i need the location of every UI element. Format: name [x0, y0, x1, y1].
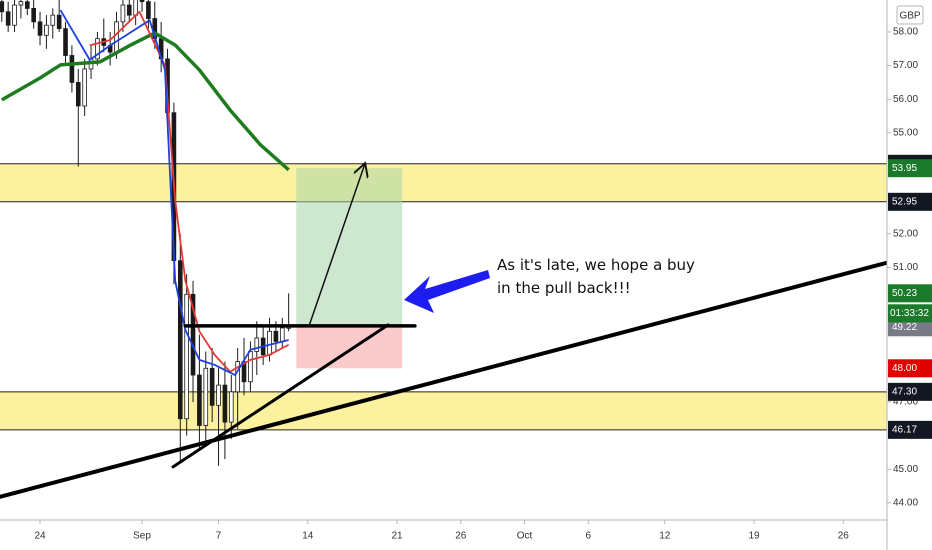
- y-tick-label: 44.00: [893, 497, 918, 508]
- candle-body: [146, 1, 151, 19]
- candle-body: [50, 14, 56, 26]
- candle-body: [222, 384, 228, 423]
- candle-body: [177, 260, 183, 420]
- candle-body: [209, 367, 215, 406]
- y-tick-label: 51.00: [893, 262, 918, 273]
- price-label-box: [888, 420, 932, 439]
- candle-body: [31, 8, 36, 23]
- candle-body: [82, 68, 87, 107]
- x-tick-label: 26: [455, 531, 467, 542]
- annotation: As it's late, we hope a buy in the pull …: [497, 254, 695, 300]
- y-tick-label: 57.00: [893, 60, 918, 71]
- candle-body: [248, 351, 253, 383]
- y-tick-label: 56.00: [893, 94, 918, 105]
- zone: [0, 391, 887, 430]
- candle-body: [197, 374, 202, 426]
- x-tick-label: Sep: [133, 531, 151, 542]
- countdown: 01:33:32: [890, 308, 929, 319]
- x-tick-label: 24: [34, 531, 46, 542]
- y-tick-label: 52.00: [893, 228, 918, 239]
- candle-body: [203, 367, 209, 426]
- candle-body: [44, 24, 49, 36]
- candle-body: [5, 11, 11, 26]
- trendline: [0, 260, 887, 499]
- x-tick-label: 26: [838, 531, 850, 542]
- price-label: 48.00: [892, 363, 917, 374]
- plot-area: [0, 0, 887, 499]
- candle-body: [120, 4, 126, 23]
- price-label-box: [888, 284, 932, 303]
- y-tick-label: 55.00: [893, 127, 918, 138]
- currency-box: [896, 5, 924, 25]
- y-tick-label: 58.00: [893, 27, 918, 38]
- candle-body: [279, 327, 285, 342]
- price-label: 49.22: [892, 322, 917, 333]
- x-tick-label: 7: [216, 531, 222, 542]
- annotation-line: in the pull back!!!: [497, 279, 631, 297]
- price-label: 53.95: [892, 163, 917, 174]
- candle-body: [216, 384, 221, 406]
- candle-body: [235, 361, 240, 393]
- x-tick-label: 6: [585, 531, 591, 542]
- candle-body: [254, 337, 260, 352]
- moving-average: [89, 10, 290, 373]
- candle-body: [56, 14, 62, 29]
- candle-body: [114, 21, 119, 53]
- loss-box: [296, 325, 403, 369]
- x-tick-label: 21: [391, 531, 403, 542]
- price-label-box: [888, 159, 932, 178]
- candle-body: [126, 4, 132, 16]
- price-label: 47.30: [892, 386, 917, 397]
- price-label: 52.95: [892, 196, 917, 207]
- candle-body: [69, 55, 75, 83]
- x-tick-label: Oct: [517, 531, 533, 542]
- price-label: 50.23: [892, 288, 917, 299]
- candle-body: [95, 38, 100, 60]
- candle-body: [190, 293, 196, 376]
- moving-average: [59, 9, 289, 376]
- candle-body: [75, 82, 81, 107]
- candle-body: [12, 4, 17, 26]
- candle-body: [63, 28, 68, 56]
- candle-body: [267, 330, 272, 356]
- annotation-line: As it's late, we hope a buy: [497, 256, 695, 274]
- candle-body: [139, 0, 145, 3]
- y-tick-label: 47.00: [893, 397, 918, 408]
- blue-arrow: [404, 270, 490, 313]
- y-tick-label: 45.00: [893, 464, 918, 475]
- profit-box: [296, 168, 403, 326]
- trendline: [171, 323, 390, 469]
- moving-average: [0, 31, 290, 172]
- x-tick-label: 19: [748, 531, 760, 542]
- price-label-box: [888, 192, 932, 211]
- price-label-box: [888, 359, 932, 378]
- currency: GBP: [899, 11, 920, 22]
- x-tick-label: 14: [302, 531, 314, 542]
- x-tick-label: 12: [659, 531, 671, 542]
- zone: [0, 163, 887, 202]
- candle-body: [37, 21, 43, 36]
- candle-body: [228, 391, 234, 423]
- candle-body: [184, 293, 189, 420]
- price-label-box: [888, 318, 932, 337]
- candle-body: [24, 1, 30, 9]
- countdown-box: [888, 304, 932, 323]
- price-label-box: [888, 382, 932, 401]
- candle-body: [273, 330, 279, 342]
- target-arrow: [308, 163, 365, 327]
- candle-body: [0, 1, 5, 13]
- candle-body: [18, 1, 24, 6]
- candle-body: [133, 0, 138, 16]
- price-label: 46.17: [892, 424, 917, 435]
